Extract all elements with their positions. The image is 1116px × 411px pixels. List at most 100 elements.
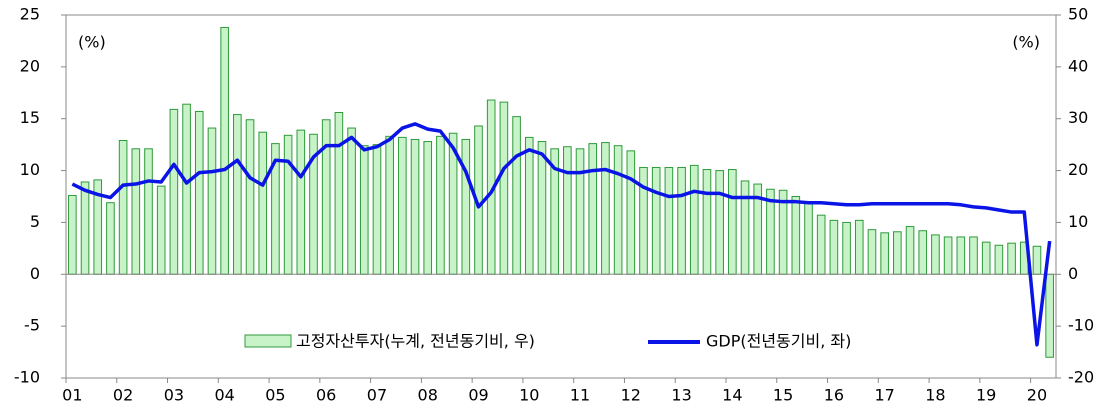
bar	[207, 127, 217, 275]
bar	[359, 145, 369, 275]
gdp-line	[71, 122, 1052, 347]
bar	[220, 26, 229, 275]
y2-tick-label: -20	[1068, 368, 1094, 387]
bar	[436, 135, 445, 275]
y-tick-label: 15	[20, 108, 40, 127]
bar	[893, 231, 902, 275]
bar	[398, 136, 407, 275]
x-tick-label: 13	[671, 386, 691, 405]
bar	[956, 236, 966, 275]
x-tick-label: 12	[621, 386, 641, 405]
y2-tick-label: -10	[1068, 316, 1094, 335]
bar	[410, 138, 420, 275]
bar	[728, 169, 737, 275]
y-tick-label: 0	[30, 264, 40, 283]
y2-tick-label: 20	[1068, 160, 1088, 179]
bar	[106, 202, 115, 275]
bar	[144, 148, 153, 275]
bar	[1032, 245, 1042, 275]
bar	[689, 164, 699, 275]
y2-tick-label: 50	[1068, 5, 1088, 24]
bar	[372, 144, 382, 275]
bar	[651, 166, 661, 275]
x-tick-label: 10	[519, 386, 539, 405]
bar	[131, 148, 141, 275]
bar	[423, 141, 433, 275]
bar	[245, 119, 255, 275]
bar	[715, 170, 724, 275]
x-tick-label: 08	[418, 386, 438, 405]
bar	[867, 229, 877, 275]
y2-tick-label: 0	[1068, 264, 1078, 283]
bar	[626, 150, 636, 275]
bar	[233, 114, 242, 275]
bar	[981, 241, 991, 275]
bar	[347, 127, 356, 275]
x-tick-label: 17	[874, 386, 894, 405]
bar	[969, 236, 978, 275]
legend-swatch-bar	[244, 334, 292, 348]
y2-tick-label: 40	[1068, 56, 1088, 75]
bar	[677, 166, 686, 275]
bar	[588, 143, 598, 275]
x-tick-label: 06	[316, 386, 336, 405]
bar	[829, 219, 839, 275]
bar	[854, 219, 864, 275]
y2-tick-label: 10	[1068, 212, 1088, 231]
bar	[1007, 242, 1016, 275]
bar	[613, 145, 623, 275]
bar	[461, 138, 471, 275]
y2-tick-label: 30	[1068, 108, 1088, 127]
x-tick-label: 16	[824, 386, 844, 405]
bar	[499, 101, 509, 275]
bar	[563, 146, 572, 275]
bar	[321, 119, 331, 275]
x-tick-label: 04	[214, 386, 234, 405]
unit-right: (%)	[1012, 33, 1040, 52]
x-tick-label: 07	[367, 386, 387, 405]
bar	[296, 129, 306, 275]
bar	[524, 136, 534, 275]
y-tick-label: 25	[20, 5, 40, 24]
bar	[918, 230, 928, 275]
bar	[931, 234, 940, 275]
x-tick-label: 02	[113, 386, 133, 405]
bar	[842, 221, 851, 275]
x-tick-label: 19	[976, 386, 996, 405]
bar	[156, 185, 166, 275]
x-tick-label: 18	[925, 386, 945, 405]
bar	[791, 196, 801, 275]
bar	[816, 214, 826, 275]
unit-left: (%)	[78, 33, 106, 52]
bar	[68, 194, 77, 275]
x-tick-label: 11	[570, 386, 590, 405]
x-tick-label: 15	[773, 386, 793, 405]
y-tick-label: 10	[20, 160, 40, 179]
y-tick-label: -5	[24, 316, 40, 335]
bar	[905, 226, 915, 275]
bar	[994, 244, 1004, 275]
bar	[664, 166, 674, 275]
legend-label: 고정자산투자(누계, 전년동기비, 우)	[296, 332, 535, 351]
y-tick-label: 5	[30, 212, 40, 231]
plot-frame	[65, 14, 1057, 379]
legend-label: GDP(전년동기비, 좌)	[706, 332, 851, 351]
bar	[740, 180, 750, 275]
bar	[385, 135, 394, 275]
bar	[283, 134, 293, 275]
x-tick-label: 01	[62, 386, 82, 405]
x-tick-label: 03	[164, 386, 184, 405]
x-tick-label: 09	[468, 386, 488, 405]
bar	[512, 116, 521, 275]
bar	[537, 141, 547, 275]
bar	[880, 232, 889, 275]
bar	[943, 236, 953, 275]
y-tick-label: -10	[14, 368, 40, 387]
bar	[169, 108, 179, 275]
bar	[334, 111, 344, 275]
bar	[80, 181, 90, 275]
bar	[1045, 273, 1054, 358]
x-tick-label: 20	[1027, 386, 1047, 405]
bar	[601, 142, 610, 275]
